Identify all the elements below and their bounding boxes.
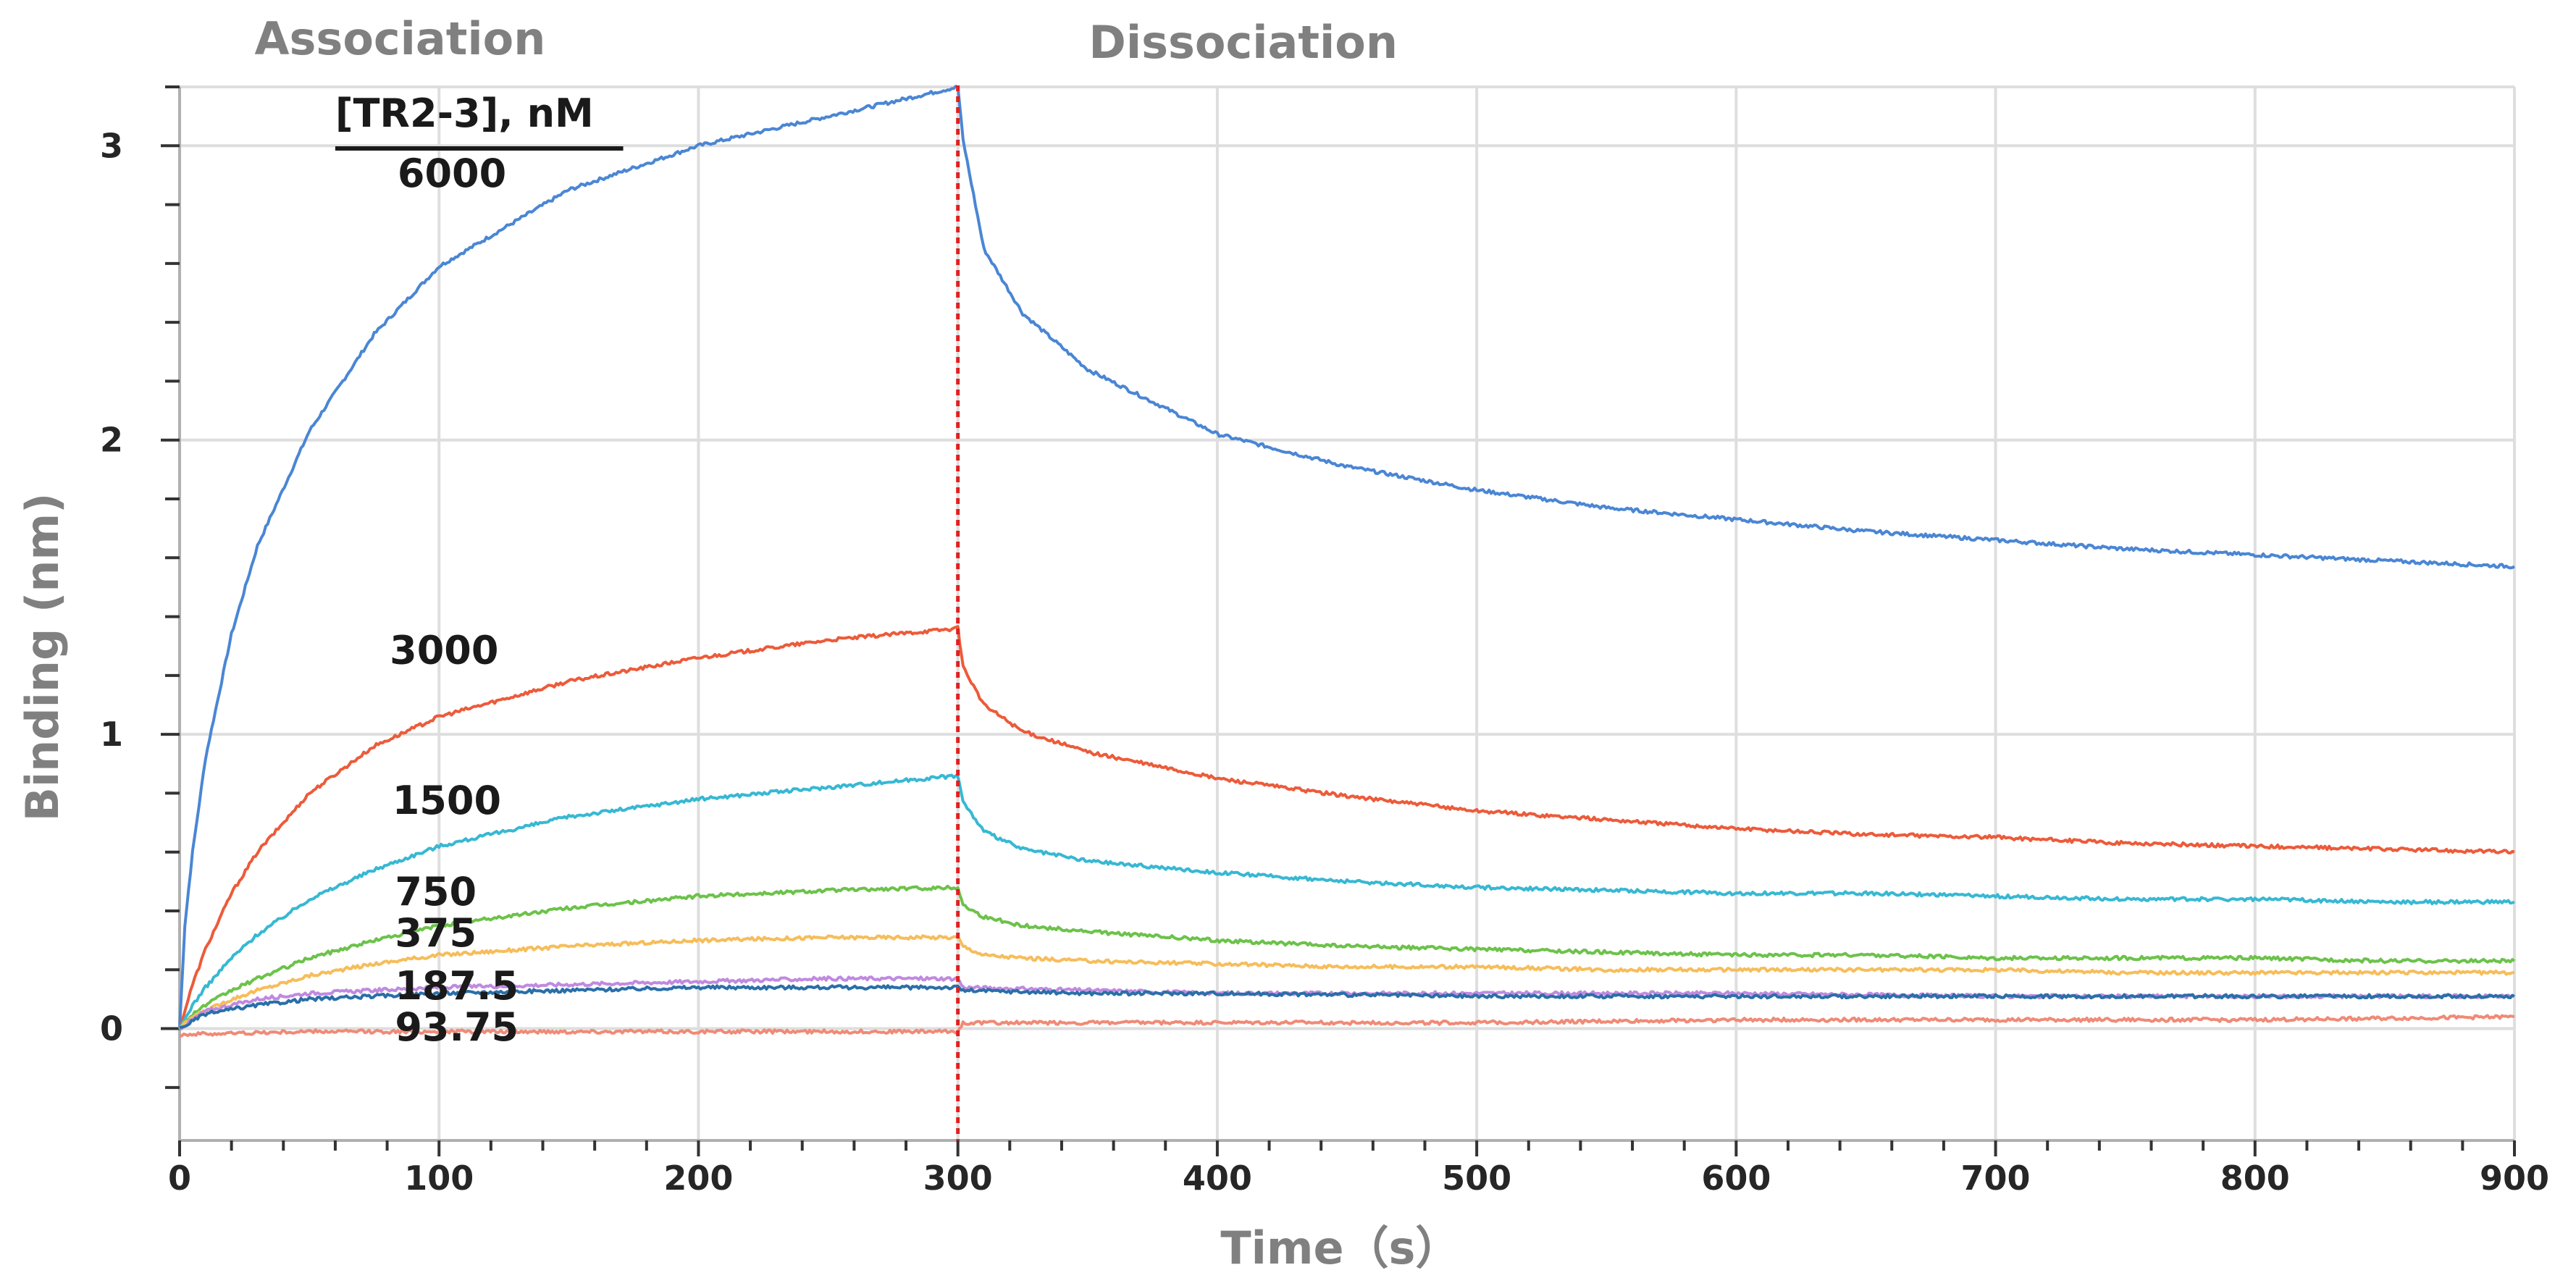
y-tick-label-2: 2 bbox=[100, 421, 123, 460]
phase-label-dissociation: Dissociation bbox=[1088, 16, 1398, 69]
concentration-label-750: 750 bbox=[395, 869, 477, 915]
x-tick-label-200: 200 bbox=[663, 1159, 733, 1198]
concentration-label-6000: 6000 bbox=[398, 151, 506, 196]
x-tick-label-600: 600 bbox=[1701, 1159, 1771, 1198]
x-tick-label-500: 500 bbox=[1442, 1159, 1511, 1198]
y-tick-label-0: 0 bbox=[100, 1009, 123, 1048]
legend-title: [TR2-3], nM bbox=[335, 91, 594, 136]
axes: 0 1 2 3 0 100 200 300 400 500 600 700 800 900 bbox=[100, 85, 2549, 1198]
labels: Time（s） Binding (nm) Association Dissociati… bbox=[16, 12, 1460, 1274]
concentration-label-3000: 3000 bbox=[390, 628, 498, 673]
concentration-label-1500: 1500 bbox=[393, 778, 501, 823]
x-tick-label-100: 100 bbox=[404, 1159, 474, 1198]
x-tick-label-300: 300 bbox=[923, 1159, 993, 1198]
gridlines bbox=[180, 85, 2516, 1140]
y-tick-label-1: 1 bbox=[100, 715, 123, 754]
series-line-trace-6 bbox=[179, 984, 2515, 1029]
series-lines bbox=[178, 85, 2516, 1038]
x-tick-label-400: 400 bbox=[1183, 1159, 1252, 1198]
x-tick-label-0: 0 bbox=[168, 1159, 191, 1198]
phase-label-association: Association bbox=[255, 12, 546, 65]
series-line-750 bbox=[178, 884, 2516, 1031]
series-line-6000 bbox=[178, 85, 2515, 1029]
y-tick-label-3: 3 bbox=[100, 126, 123, 165]
y-axis-title: Binding (nm) bbox=[16, 493, 69, 822]
x-tick-label-900: 900 bbox=[2480, 1159, 2549, 1198]
series-line-93.75 bbox=[179, 1014, 2515, 1038]
concentration-label-375: 375 bbox=[395, 910, 477, 956]
concentration-label-93.75: 93.75 bbox=[395, 1004, 519, 1050]
x-tick-label-700: 700 bbox=[1961, 1159, 2031, 1198]
x-tick-label-800: 800 bbox=[2220, 1159, 2290, 1198]
x-axis-title: Time（s） bbox=[1220, 1222, 1460, 1274]
series-line-375 bbox=[178, 934, 2515, 1030]
concentration-label-187.5: 187.5 bbox=[395, 963, 519, 1009]
series-line-3000 bbox=[178, 625, 2515, 1029]
series-line-1500 bbox=[178, 773, 2515, 1028]
